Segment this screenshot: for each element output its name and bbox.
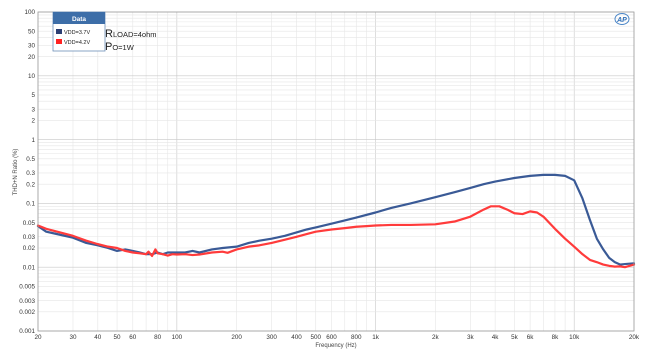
y-tick-label: 50 xyxy=(28,28,36,35)
y-tick-label: 30 xyxy=(28,43,36,50)
y-tick-label: 0.003 xyxy=(19,298,35,305)
series-layer xyxy=(36,173,636,269)
y-tick-label: 3 xyxy=(31,106,35,113)
plot-frame xyxy=(37,11,635,332)
ap-logo-ellipse xyxy=(614,13,630,25)
x-tick-label: 40 xyxy=(94,334,102,341)
x-axis-label: Frequency (Hz) xyxy=(315,343,356,349)
x-tick-label: 3k xyxy=(467,334,475,341)
annotation-rload: RLOAD=4ohm xyxy=(105,28,157,40)
x-tick-label: 50 xyxy=(114,334,122,341)
x-tick-label: 6k xyxy=(527,334,535,341)
x-tick-label: 8k xyxy=(552,334,560,341)
series-line-vdd-3-7v xyxy=(36,173,636,266)
y-tick-label: 0.3 xyxy=(26,170,35,177)
y-axis-label: THD+N Ratio (%) xyxy=(13,149,19,196)
y-tick-label: 20 xyxy=(28,54,36,61)
x-tick-label: 1k xyxy=(372,334,380,341)
x-tick-label: 20 xyxy=(34,334,42,341)
legend-title: Data xyxy=(72,16,86,23)
grid-layer xyxy=(37,11,635,332)
y-tick-label: 5 xyxy=(31,92,35,99)
y-tick-label: 0.5 xyxy=(26,156,35,163)
y-tick-label: 0.03 xyxy=(23,234,36,241)
x-tick-label: 10k xyxy=(569,334,580,341)
x-tick-label: 400 xyxy=(291,334,302,341)
y-tick-label: 0.01 xyxy=(23,264,36,271)
annotation-rload-big: R xyxy=(105,28,113,40)
y-tick-label: 1 xyxy=(31,137,35,144)
annotation-po: PO=1W xyxy=(105,41,135,53)
x-tick-label: 200 xyxy=(231,334,242,341)
legend-swatch-vdd-3-7v xyxy=(56,29,62,34)
y-tick-label: 2 xyxy=(31,118,35,125)
x-tick-label: 100 xyxy=(172,334,183,341)
x-tick-label: 600 xyxy=(326,334,337,341)
x-tick-label: 800 xyxy=(351,334,362,341)
legend-label-vdd-4-2v: VDD=4.2V xyxy=(64,40,90,46)
legend-label-vdd-3-7v: VDD=3.7V xyxy=(64,30,90,36)
annotation-po-big: P xyxy=(105,41,112,53)
y-tick-label: 10 xyxy=(28,73,36,80)
x-tick-label: 80 xyxy=(154,334,162,341)
x-tick-label: 60 xyxy=(129,334,137,341)
x-tick-label: 500 xyxy=(310,334,321,341)
ap-logo-text: AP xyxy=(616,17,627,24)
y-tick-label: 100 xyxy=(24,9,35,16)
legend-swatch-vdd-4-2v xyxy=(56,39,62,44)
x-tick-label: 5k xyxy=(511,334,519,341)
legend-header xyxy=(53,12,105,24)
y-tick-label: 0.05 xyxy=(23,220,36,227)
x-tick-label: 20k xyxy=(629,334,640,341)
y-tick-label: 0.001 xyxy=(19,328,35,335)
ap-logo: AP xyxy=(614,13,630,25)
x-tick-label: 300 xyxy=(266,334,277,341)
y-tick-label: 0.2 xyxy=(26,181,35,188)
y-tick-label: 0.1 xyxy=(26,201,35,208)
annotation-rload-small: LOAD=4ohm xyxy=(113,30,157,39)
y-tick-label: 0.005 xyxy=(19,284,35,291)
y-tick-label: 0.002 xyxy=(19,309,35,316)
annotation-po-small: O=1W xyxy=(112,43,134,52)
y-tick-label: 0.02 xyxy=(23,245,36,252)
x-tick-label: 2k xyxy=(432,334,440,341)
x-tick-label: 4k xyxy=(492,334,500,341)
legend: Data VDD=3.7V VDD=4.2V xyxy=(52,11,106,52)
annotations: RLOAD=4ohm PO=1W xyxy=(105,28,157,53)
axis-layer: 20 30 40 50 60 80 100 200 300 400 500 600 800 1k 2k 3k 4… xyxy=(19,9,640,341)
series-line-vdd-4-2v xyxy=(36,205,636,269)
x-tick-label: 30 xyxy=(69,334,77,341)
